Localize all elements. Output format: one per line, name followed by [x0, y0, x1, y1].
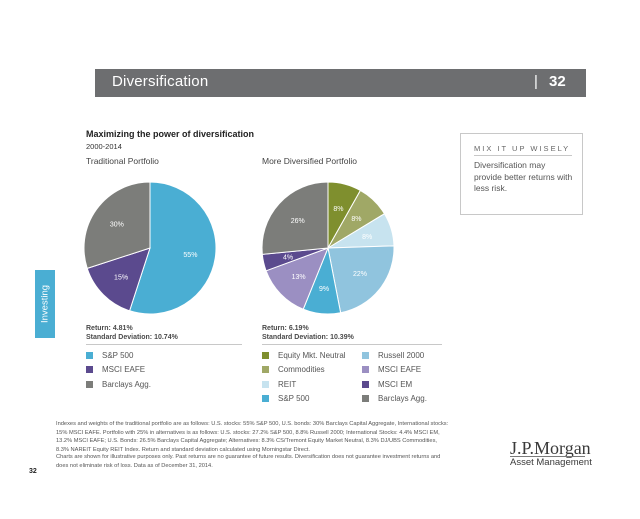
- legend-swatch: [262, 351, 269, 359]
- pie-slice-msci-eafe: [265, 247, 329, 310]
- divider: [262, 344, 442, 345]
- pie-slice-barclays-agg: [83, 181, 151, 270]
- pie-slice-label: 26%: [291, 218, 305, 225]
- page-number: 32: [29, 468, 37, 475]
- legend-item-commodities: Commodities: [262, 365, 325, 375]
- legend-item-s-p-500: S&P 500: [262, 394, 309, 404]
- pie-slice-label: 4%: [283, 255, 293, 262]
- legend-swatch: [262, 395, 269, 402]
- legend-label: Barclays Agg.: [102, 379, 151, 389]
- callout-divider: [474, 155, 572, 156]
- legend-swatch: [262, 366, 269, 373]
- legend-item-msci-em: MSCI EM: [362, 379, 412, 389]
- section-tab-label: Investing: [39, 284, 51, 324]
- legend-item-msci-eafe: MSCI EAFE: [362, 365, 421, 375]
- footnote-disclaimer: Charts are shown for illustrative purpos…: [56, 454, 441, 469]
- jpmorgan-logo: J.P.Morgan: [510, 438, 591, 458]
- header-separator: |: [534, 73, 538, 90]
- legend-swatch: [262, 380, 269, 388]
- legend-item-barclays-agg: Barclays Agg.: [86, 379, 151, 389]
- legend-swatch: [362, 395, 369, 402]
- legend-label: Equity Mkt. Neutral: [278, 350, 346, 360]
- pie-slice-label: 9%: [319, 286, 329, 293]
- pie-slice-label: 8%: [362, 234, 372, 241]
- legend-label: Russell 2000: [378, 350, 425, 360]
- pie-slice-label: 8%: [333, 206, 343, 213]
- header-bar: [95, 69, 586, 97]
- legend-label: MSCI EAFE: [102, 365, 146, 374]
- legend-item-reit: REIT: [262, 379, 296, 389]
- legend-swatch: [86, 351, 93, 359]
- legend-swatch: [362, 366, 369, 373]
- diversified-pie-chart: 8% 8% 8% 22% 9% 13% 4% 26%: [261, 181, 395, 315]
- legend-label: REIT: [278, 379, 297, 389]
- footnote-indexes: Indexes and weights of the traditional p…: [56, 421, 449, 453]
- legend-item-msci-eafe: MSCI EAFE: [86, 365, 145, 375]
- pie-slice-s-p-500: [128, 181, 217, 315]
- legend-label: MSCI EAFE: [378, 365, 422, 374]
- legend-label: Barclays Agg.: [378, 394, 427, 403]
- legend-item-equity-mkt-neutral: Equity Mkt. Neutral: [262, 350, 346, 360]
- legend-label: S&P 500: [278, 394, 310, 403]
- pie-slice-russell-2000: [327, 245, 395, 314]
- callout-box: [460, 133, 583, 215]
- legend-swatch: [86, 366, 93, 373]
- legend-item-barclays-agg: Barclays Agg.: [362, 394, 427, 404]
- pie-slice-label: 55%: [183, 252, 197, 259]
- traditional-heading: Traditional Portfolio: [86, 156, 159, 166]
- legend-label: MSCI EM: [378, 379, 413, 389]
- legend-swatch: [86, 380, 93, 388]
- logo-tagline: Asset Management: [510, 457, 592, 468]
- section-tab[interactable]: Investing: [35, 270, 55, 338]
- diversified-stats: Return: 6.19% Standard Deviation: 10.39%: [262, 324, 354, 342]
- logo-divider: [510, 456, 585, 457]
- legend-label: S&P 500: [102, 350, 134, 360]
- divider: [86, 344, 242, 345]
- legend-swatch: [362, 351, 369, 359]
- page-title: Diversification: [112, 73, 209, 90]
- pie-slice-label: 13%: [292, 274, 306, 281]
- traditional-return: Return: 4.81%: [86, 325, 133, 332]
- callout-text: Diversification may provide better retur…: [474, 160, 573, 193]
- legend-label: Commodities: [278, 365, 325, 374]
- legend-item-russell-2000: Russell 2000: [362, 350, 424, 360]
- diversified-heading: More Diversified Portfolio: [262, 156, 357, 166]
- pie-slice-barclays-agg: [261, 181, 329, 255]
- chart-title: Maximizing the power of diversification: [86, 129, 255, 139]
- header-page-number: 32: [549, 73, 566, 90]
- traditional-stats: Return: 4.81% Standard Deviation: 10.74%: [86, 324, 178, 342]
- pie-slice-label: 15%: [114, 274, 128, 281]
- callout-heading: MIX IT UP WISELY: [474, 144, 571, 153]
- legend-item-s-p-500: S&P 500: [86, 350, 133, 360]
- pie-slice-label: 8%: [351, 216, 361, 223]
- pie-slice-label: 22%: [353, 271, 367, 278]
- pie-slice-label: 30%: [110, 221, 124, 228]
- chart-subtitle: 2000-2014: [86, 142, 122, 151]
- legend-swatch: [362, 380, 369, 388]
- traditional-pie-chart: 55% 15% 30%: [83, 181, 217, 315]
- traditional-std-dev: Standard Deviation: 10.74%: [86, 334, 178, 341]
- diversified-std-dev: Standard Deviation: 10.39%: [262, 334, 354, 341]
- diversified-return: Return: 6.19%: [262, 325, 309, 332]
